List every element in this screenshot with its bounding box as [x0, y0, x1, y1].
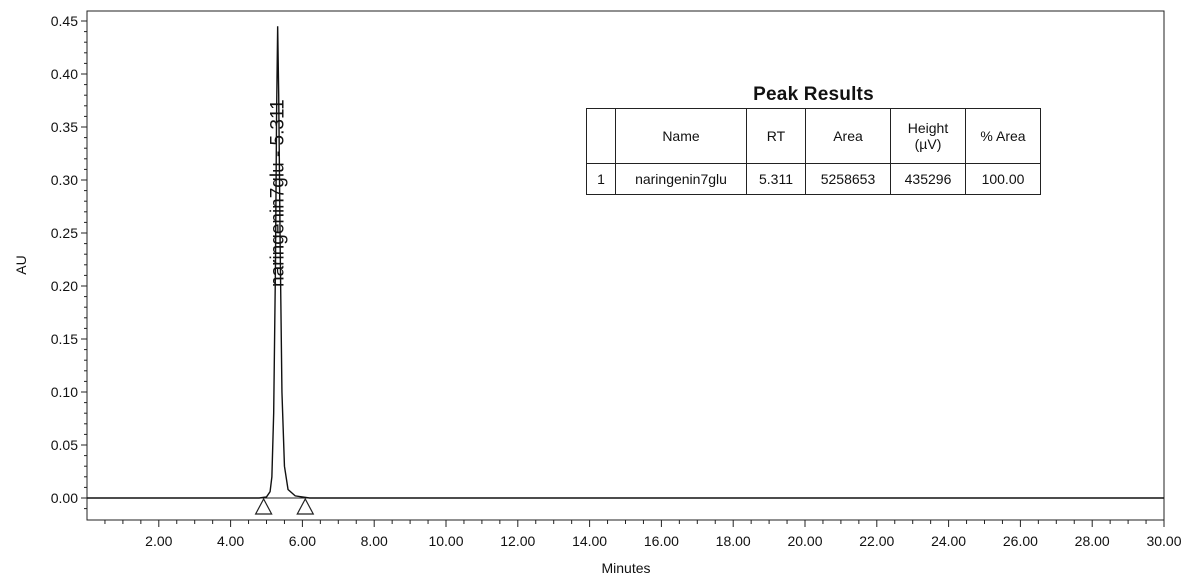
y-tick-label: 0.20	[51, 278, 78, 294]
cell-height: 435296	[890, 163, 966, 195]
x-tick-label: 22.00	[859, 533, 894, 549]
x-tick-label: 30.00	[1146, 533, 1181, 549]
x-tick-label: 16.00	[644, 533, 679, 549]
x-tick-label: 18.00	[716, 533, 751, 549]
series-trace	[87, 26, 1164, 499]
baseline-markers	[254, 497, 315, 515]
table-header-row: Name RT Area Height (µV) % Area	[586, 108, 1041, 164]
y-tick-label: 0.40	[51, 66, 78, 82]
x-tick-label: 26.00	[1003, 533, 1038, 549]
baseline-marker	[254, 497, 273, 515]
y-axis: 0.00 0.05 0.10 0.15 0.20 0.25 0.30 0.35 0.40 0.45	[51, 13, 87, 510]
x-axis: 2.00 4.00 6.00 8.00 10.00 12.00 14.00 16.00 18.0…	[104, 520, 1182, 549]
y-tick-label: 0.45	[51, 13, 78, 29]
y-tick-label: 0.35	[51, 119, 78, 135]
peak-results-panel: Peak Results Name RT Area Height (µV) % …	[586, 84, 1041, 195]
x-axis-label: Minutes	[601, 560, 650, 576]
y-axis-label: AU	[13, 255, 29, 274]
y-tick-label: 0.00	[51, 490, 78, 506]
x-tick-label: 6.00	[289, 533, 316, 549]
x-tick-label: 14.00	[572, 533, 607, 549]
cell-index: 1	[586, 163, 616, 195]
peak-label: naringenin7glu - 5.311	[268, 99, 289, 287]
baseline-marker	[296, 497, 315, 515]
x-tick-label: 2.00	[145, 533, 172, 549]
cell-name: naringenin7glu	[615, 163, 747, 195]
header-rt: RT	[746, 108, 806, 164]
y-tick-label: 0.30	[51, 172, 78, 188]
x-tick-label: 24.00	[931, 533, 966, 549]
table-row: 1 naringenin7glu 5.311 5258653 435296 10…	[586, 163, 1041, 195]
y-tick-label: 0.05	[51, 437, 78, 453]
y-tick-label: 0.15	[51, 331, 78, 347]
peak-results-title: Peak Results	[753, 84, 874, 105]
x-tick-label: 28.00	[1075, 533, 1110, 549]
x-tick-label: 10.00	[428, 533, 463, 549]
cell-area: 5258653	[805, 163, 891, 195]
x-tick-label: 4.00	[217, 533, 244, 549]
peak-results-table: Name RT Area Height (µV) % Area 1 naring…	[586, 108, 1041, 195]
cell-percent-area: 100.00	[965, 163, 1041, 195]
header-height-line2: (µV)	[914, 136, 942, 152]
header-percent-area: % Area	[965, 108, 1041, 164]
header-height-line1: Height	[907, 120, 949, 136]
cell-rt: 5.311	[746, 163, 806, 195]
header-area: Area	[805, 108, 891, 164]
header-index	[586, 108, 616, 164]
x-tick-label: 20.00	[787, 533, 822, 549]
header-name: Name	[615, 108, 747, 164]
y-tick-label: 0.25	[51, 225, 78, 241]
header-height: Height (µV)	[890, 108, 966, 164]
y-tick-label: 0.10	[51, 384, 78, 400]
x-tick-label: 12.00	[500, 533, 535, 549]
x-tick-label: 8.00	[361, 533, 388, 549]
